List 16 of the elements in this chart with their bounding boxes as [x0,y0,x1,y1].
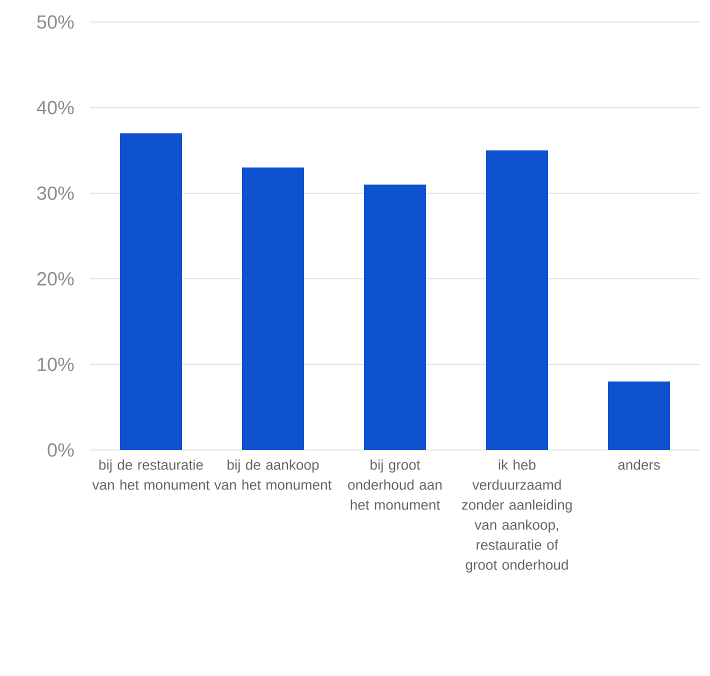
bar [486,150,548,450]
x-tick-label: anders [618,460,660,470]
bar [608,382,670,450]
x-tick-label: ik heb verduurzaamd zonder aanleiding van aankoop, restauratie of groot onderhoud [462,460,572,573]
x-tick-label: bij de aankoop van het monument [214,460,332,490]
bar [364,184,426,450]
y-tick-label: 40% [36,100,74,114]
y-tick-label: 0% [48,443,74,457]
y-tick-label: 50% [37,15,74,29]
bar [120,133,182,450]
y-tick-label: 30% [37,186,74,200]
bar [242,168,304,450]
y-tick-label: 10% [38,358,74,372]
x-tick-label: bij groot onderhoud aan het monument [348,460,442,510]
y-tick-label: 20% [37,272,74,286]
x-tick-label: bij de restauratie van het monument [92,460,210,490]
